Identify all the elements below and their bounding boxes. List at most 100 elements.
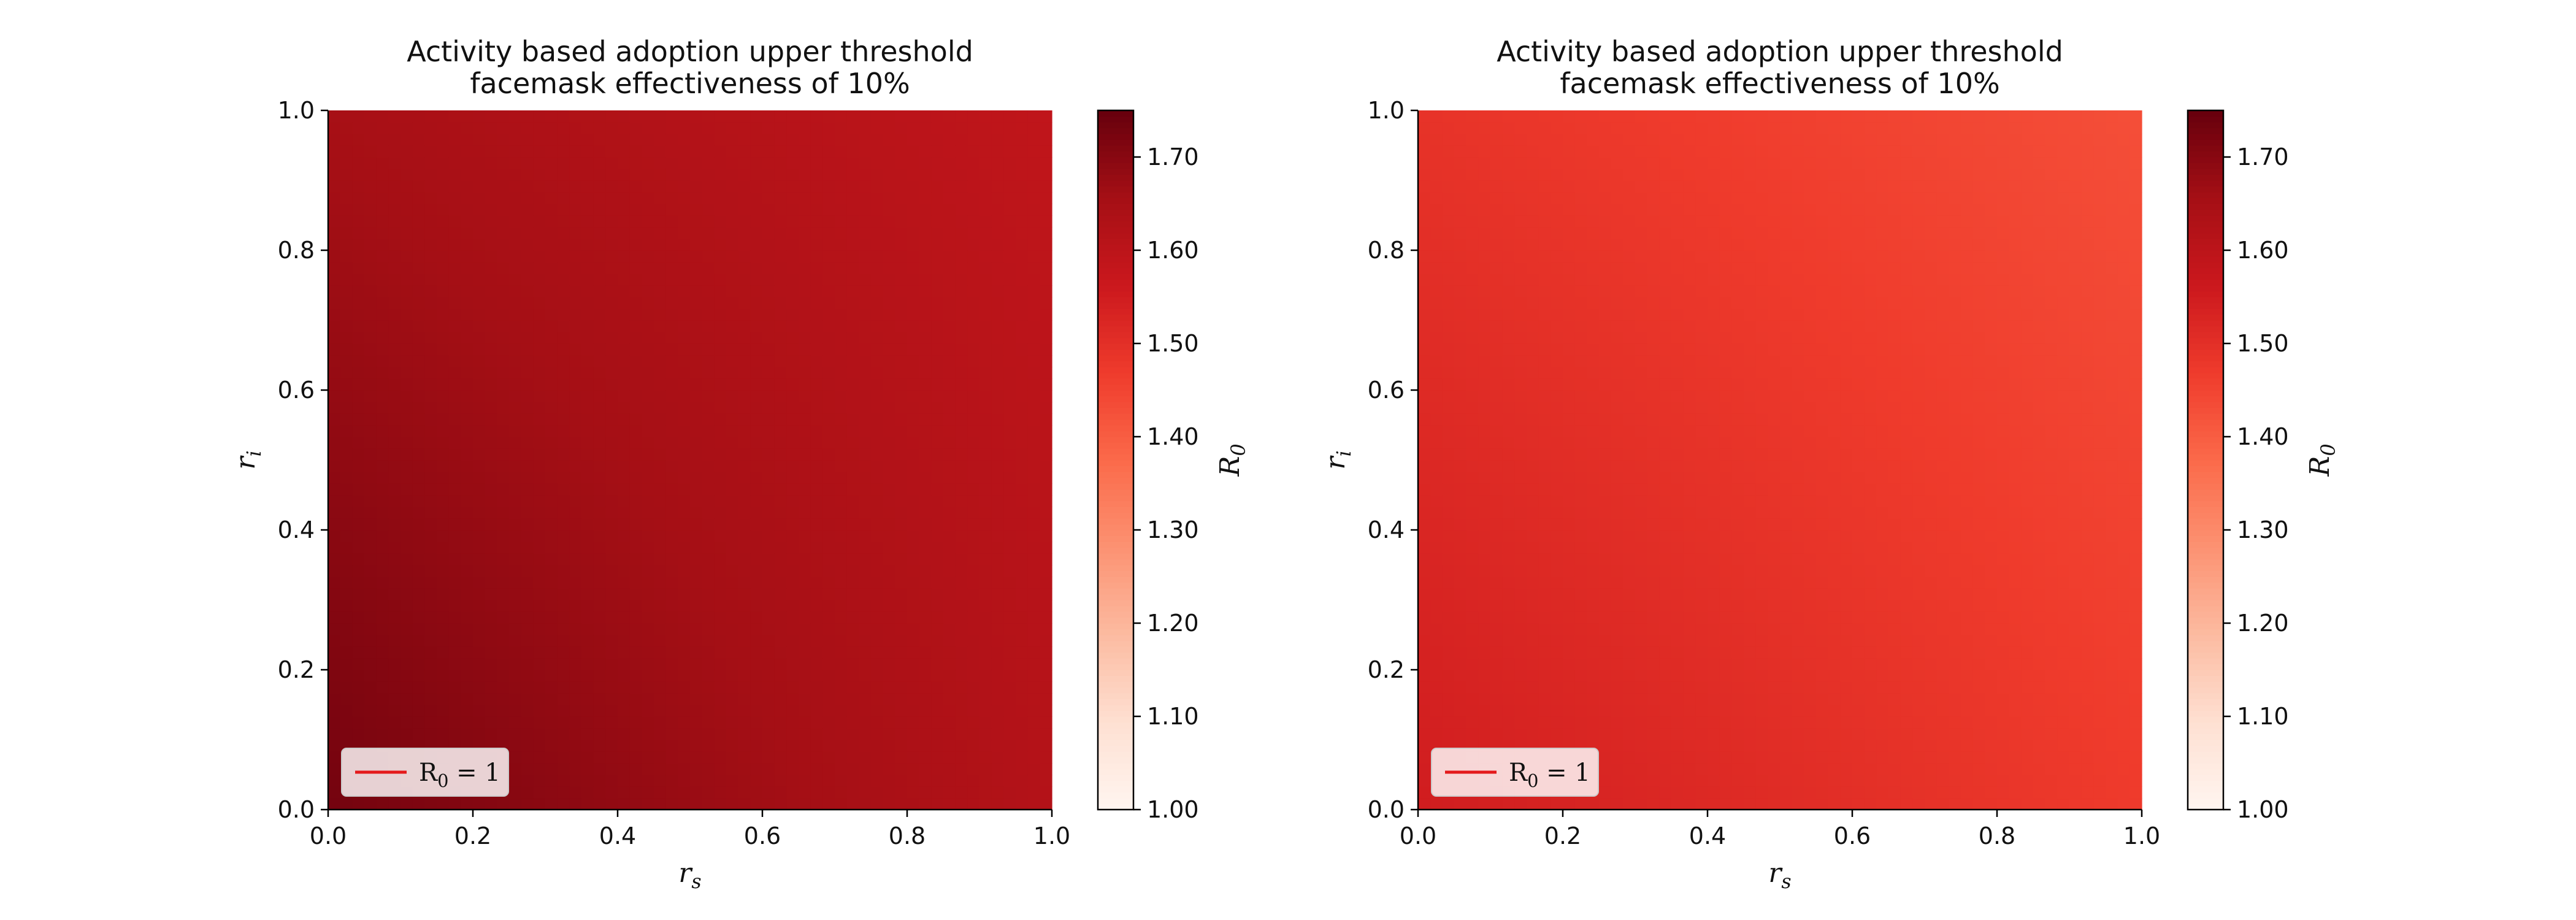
heatmap-cell bbox=[1003, 448, 1016, 461]
heatmap-cell bbox=[605, 425, 618, 437]
heatmap-cell bbox=[545, 751, 558, 764]
heatmap-cell bbox=[424, 180, 437, 193]
heatmap-cell bbox=[1538, 367, 1551, 379]
heatmap-cell bbox=[1574, 565, 1587, 577]
heatmap-cell bbox=[629, 309, 642, 321]
heatmap-cell bbox=[473, 681, 486, 694]
heatmap-cell bbox=[461, 681, 473, 694]
heatmap-cell bbox=[859, 740, 872, 752]
heatmap-cell bbox=[690, 192, 703, 204]
heatmap-cell bbox=[1647, 495, 1660, 507]
heatmap-cell bbox=[883, 728, 895, 740]
heatmap-cell bbox=[678, 332, 691, 344]
heatmap-cell bbox=[1442, 239, 1455, 251]
heatmap-cell bbox=[762, 332, 775, 344]
heatmap-cell bbox=[352, 542, 365, 554]
heatmap-cell bbox=[364, 588, 377, 600]
heatmap-cell bbox=[943, 751, 956, 764]
heatmap-cell bbox=[533, 390, 546, 402]
heatmap-cell bbox=[859, 705, 872, 717]
heatmap-cell bbox=[1442, 157, 1455, 169]
heatmap-cell bbox=[593, 425, 606, 437]
heatmap-cell bbox=[581, 378, 594, 391]
heatmap-cell bbox=[702, 402, 715, 414]
heatmap-cell bbox=[1430, 297, 1443, 309]
heatmap-cell bbox=[629, 693, 642, 705]
heatmap-cell bbox=[665, 250, 678, 263]
heatmap-cell bbox=[1551, 309, 1563, 321]
heatmap-cell bbox=[991, 227, 1004, 239]
heatmap-cell bbox=[1514, 402, 1527, 414]
heatmap-cell bbox=[1611, 122, 1623, 134]
heatmap-cell bbox=[376, 227, 389, 239]
heatmap-cell bbox=[1478, 343, 1491, 356]
heatmap-cell bbox=[883, 262, 895, 274]
heatmap-cell bbox=[1478, 332, 1491, 344]
heatmap-cell bbox=[1502, 460, 1515, 472]
heatmap-cell bbox=[690, 728, 703, 740]
heatmap-cell bbox=[376, 577, 389, 589]
heatmap-cell bbox=[786, 763, 799, 775]
heatmap-cell bbox=[1551, 670, 1563, 682]
heatmap-cell bbox=[581, 646, 594, 659]
heatmap-cell bbox=[1635, 693, 1648, 705]
heatmap-cell bbox=[1587, 355, 1600, 367]
heatmap-cell bbox=[799, 157, 811, 169]
heatmap-cell bbox=[678, 600, 691, 612]
heatmap-cell bbox=[629, 646, 642, 659]
heatmap-cell bbox=[581, 460, 594, 472]
heatmap-cell bbox=[1611, 145, 1623, 158]
heatmap-cell bbox=[352, 367, 365, 379]
heatmap-cell bbox=[1563, 681, 1576, 694]
heatmap-cell bbox=[1027, 600, 1040, 612]
heatmap-cell bbox=[618, 693, 631, 705]
heatmap-cell bbox=[1418, 588, 1431, 600]
heatmap-cell bbox=[907, 367, 920, 379]
heatmap-cell bbox=[1502, 448, 1515, 461]
heatmap-cell bbox=[593, 623, 606, 635]
heatmap-cell bbox=[1635, 250, 1648, 263]
heatmap-cell bbox=[738, 495, 751, 507]
heatmap-cell bbox=[352, 518, 365, 531]
heatmap-cell bbox=[822, 658, 835, 670]
heatmap-cell bbox=[364, 600, 377, 612]
heatmap-cell bbox=[1527, 169, 1539, 181]
heatmap-cell bbox=[1016, 239, 1029, 251]
heatmap-cell bbox=[593, 495, 606, 507]
heatmap-cell bbox=[665, 553, 678, 565]
heatmap-cell bbox=[1502, 309, 1515, 321]
heatmap-cell bbox=[401, 483, 413, 496]
heatmap-cell bbox=[437, 798, 450, 810]
heatmap-cell bbox=[1623, 343, 1636, 356]
heatmap-cell bbox=[1551, 728, 1563, 740]
heatmap-cell bbox=[581, 553, 594, 565]
heatmap-cell bbox=[1635, 705, 1648, 717]
heatmap-cell bbox=[1418, 425, 1431, 437]
heatmap-cell bbox=[1587, 320, 1600, 332]
heatmap-cell bbox=[497, 425, 510, 437]
heatmap-cell bbox=[412, 716, 425, 729]
heatmap-cell bbox=[786, 367, 799, 379]
heatmap-cell bbox=[1563, 635, 1576, 647]
heatmap-cell bbox=[1563, 332, 1576, 344]
heatmap-cell bbox=[497, 262, 510, 274]
heatmap-cell bbox=[871, 297, 884, 309]
heatmap-cell bbox=[654, 542, 667, 554]
colorbar-segment bbox=[1098, 786, 1133, 793]
heatmap-cell bbox=[364, 623, 377, 635]
heatmap-cell bbox=[991, 320, 1004, 332]
heatmap-cell bbox=[690, 227, 703, 239]
heatmap-cell bbox=[569, 110, 582, 123]
heatmap-cell bbox=[1647, 775, 1660, 787]
colorbar-segment bbox=[1098, 629, 1133, 635]
heatmap-cell bbox=[1502, 204, 1515, 216]
heatmap-cell bbox=[473, 670, 486, 682]
heatmap-cell bbox=[1016, 378, 1029, 391]
heatmap-cell bbox=[1027, 507, 1040, 519]
heatmap-cell bbox=[352, 798, 365, 810]
heatmap-cell bbox=[786, 460, 799, 472]
colorbar-segment bbox=[1098, 512, 1133, 519]
heatmap-cell bbox=[485, 716, 497, 729]
heatmap-cell bbox=[605, 274, 618, 286]
heatmap-cell bbox=[702, 530, 715, 542]
